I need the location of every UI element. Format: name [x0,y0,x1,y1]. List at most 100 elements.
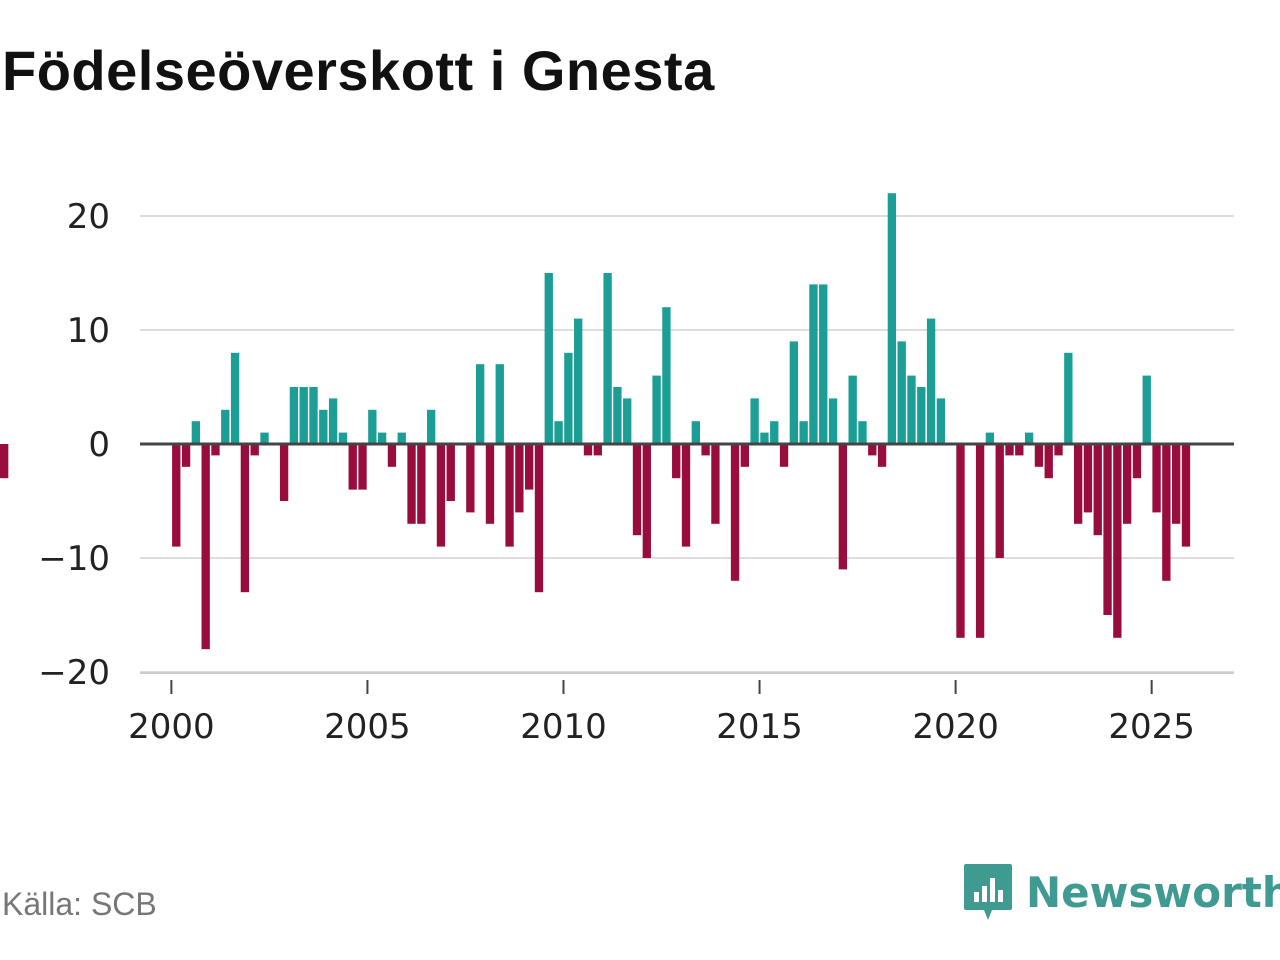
bar [730,444,740,581]
bar [338,432,348,444]
bar [515,444,524,513]
bar [1162,444,1171,581]
bar [485,444,495,524]
bar [623,398,632,444]
bar [838,444,848,570]
bar [1132,444,1142,479]
bar [907,375,916,444]
y-tick-label: 10 [67,311,110,351]
bar [446,444,455,501]
y-tick-label: −20 [38,653,110,693]
bar [750,398,759,444]
bar [956,444,965,638]
bar [328,398,338,444]
bar [1054,444,1063,456]
bar [1024,432,1034,444]
bar [299,387,308,444]
bar [397,432,406,444]
bar [377,432,387,444]
bar [495,364,504,444]
bar [191,421,201,444]
bar [760,432,769,444]
x-axis-ticks: 2000 2005 2010 2015 2020 2025 [128,680,1195,747]
bar [574,318,583,444]
bar [740,444,749,467]
bar [848,375,857,444]
bar [877,444,887,467]
bars [0,193,1191,650]
x-tick-label: 2000 [128,707,215,747]
bar [1015,444,1024,456]
bar [1181,444,1191,547]
bar [1093,444,1102,536]
newsworthy-logo-icon [964,864,1012,920]
x-tick-label: 2010 [520,707,607,747]
bar [475,364,485,444]
bar [221,409,230,444]
bar [309,387,318,444]
bar [691,421,700,444]
bar [662,307,671,444]
bar [240,444,250,593]
bar [868,444,877,456]
x-tick-label: 2015 [716,707,803,747]
bar [230,352,240,444]
bar [417,444,426,524]
y-tick-label: 20 [67,197,110,237]
bar [260,432,269,444]
bar [1005,444,1014,456]
bar [642,444,651,558]
bar [1103,444,1112,615]
bar [1172,444,1181,524]
bar [701,444,710,456]
bar [936,398,946,444]
source-note: Källa: SCB [2,886,157,922]
bar [436,444,446,547]
bar [426,409,436,444]
bar [711,444,720,524]
bar [181,444,191,467]
bar [652,375,661,444]
bar [505,444,514,547]
bar [525,444,534,490]
bar [770,421,779,444]
chart-title: Födelseöverskott i Gnesta [2,39,715,102]
brand-name: Newsworthy [1026,867,1280,917]
bar [289,387,299,444]
bar [368,409,377,444]
bar [926,318,936,444]
bar [809,284,818,444]
bar [319,409,328,444]
y-tick-label: 0 [88,425,110,465]
bar [583,444,593,456]
bar [819,284,828,444]
bar [897,341,906,444]
bar [1044,444,1053,479]
bar [672,444,681,479]
bar [0,444,9,479]
bar [1083,444,1093,513]
bar [603,273,612,444]
bar [1113,444,1122,638]
bar [917,387,926,444]
bar [613,387,622,444]
bar [387,444,397,467]
bar [632,444,642,536]
bar [985,432,995,444]
bar [407,444,416,524]
bar [1073,444,1083,524]
bar [779,444,789,467]
bar [279,444,289,501]
bar [1152,444,1161,513]
bar [1122,444,1132,524]
bar [1034,444,1044,467]
x-tick-label: 2020 [912,707,999,747]
bar [681,444,691,547]
bar [554,421,563,444]
bar [544,273,553,444]
bar [828,398,838,444]
bar [172,444,181,547]
newsworthy-logo[interactable]: Newsworthy [962,862,1280,922]
x-tick-label: 2005 [324,707,411,747]
